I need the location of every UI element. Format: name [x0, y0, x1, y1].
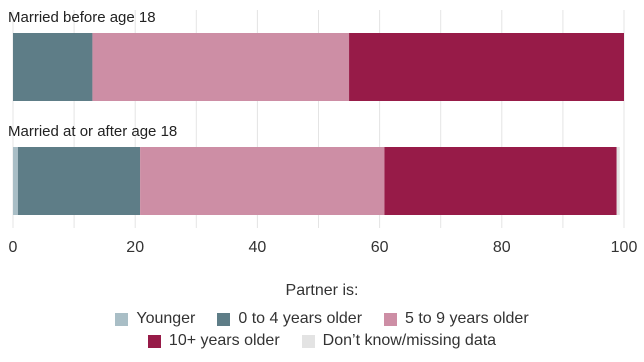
x-tick-60: 60: [371, 239, 389, 256]
legend-item-younger: Younger: [115, 310, 195, 328]
legend-item-5-9: 5 to 9 years older: [384, 310, 529, 328]
legend-swatch-5-9: [384, 312, 398, 326]
category-labels: Married before age 18 Married at or after…: [8, 9, 177, 140]
legend-row-2: 10+ years older Don’t know/missing data: [0, 332, 644, 350]
x-tick-80: 80: [493, 239, 511, 256]
legend-label-10plus: 10+ years older: [168, 332, 280, 349]
legend-swatch-younger: [115, 312, 129, 326]
bars: [13, 33, 624, 215]
category-label-1: Married at or after age 18: [8, 123, 177, 140]
bar-segment-1-2: [140, 147, 385, 215]
x-tick-100: 100: [611, 239, 638, 256]
bar-segment-1-1: [17, 147, 141, 215]
bar-segment-1-4: [616, 147, 620, 215]
legend-item-missing: Don’t know/missing data: [301, 332, 497, 350]
legend-row-1: Younger 0 to 4 years older 5 to 9 years …: [0, 310, 644, 328]
legend-item-0-4: 0 to 4 years older: [217, 310, 362, 328]
legend-item-10plus: 10+ years older: [147, 332, 280, 350]
bar-segment-0-3: [349, 33, 624, 101]
legend-swatch-missing: [301, 334, 315, 348]
bar-segment-1-0: [13, 147, 18, 215]
legend-label-missing: Don’t know/missing data: [322, 332, 497, 349]
x-tick-40: 40: [249, 239, 267, 256]
legend-swatch-0-4: [217, 312, 231, 326]
legend-title: Partner is:: [285, 282, 359, 299]
x-axis-ticks: 0 20 40 60 80 100: [9, 239, 638, 256]
x-tick-20: 20: [126, 239, 144, 256]
legend: Partner is: Younger 0 to 4 years older 5…: [0, 282, 644, 354]
bar-segment-1-3: [384, 147, 617, 215]
bar-segment-0-1: [13, 33, 93, 101]
category-label-0: Married before age 18: [8, 9, 156, 26]
legend-label-5-9: 5 to 9 years older: [405, 310, 529, 327]
legend-swatch-10plus: [147, 334, 161, 348]
bar-segment-0-2: [92, 33, 350, 101]
legend-label-younger: Younger: [136, 310, 196, 327]
x-tick-0: 0: [9, 239, 18, 256]
legend-label-0-4: 0 to 4 years older: [238, 310, 363, 327]
